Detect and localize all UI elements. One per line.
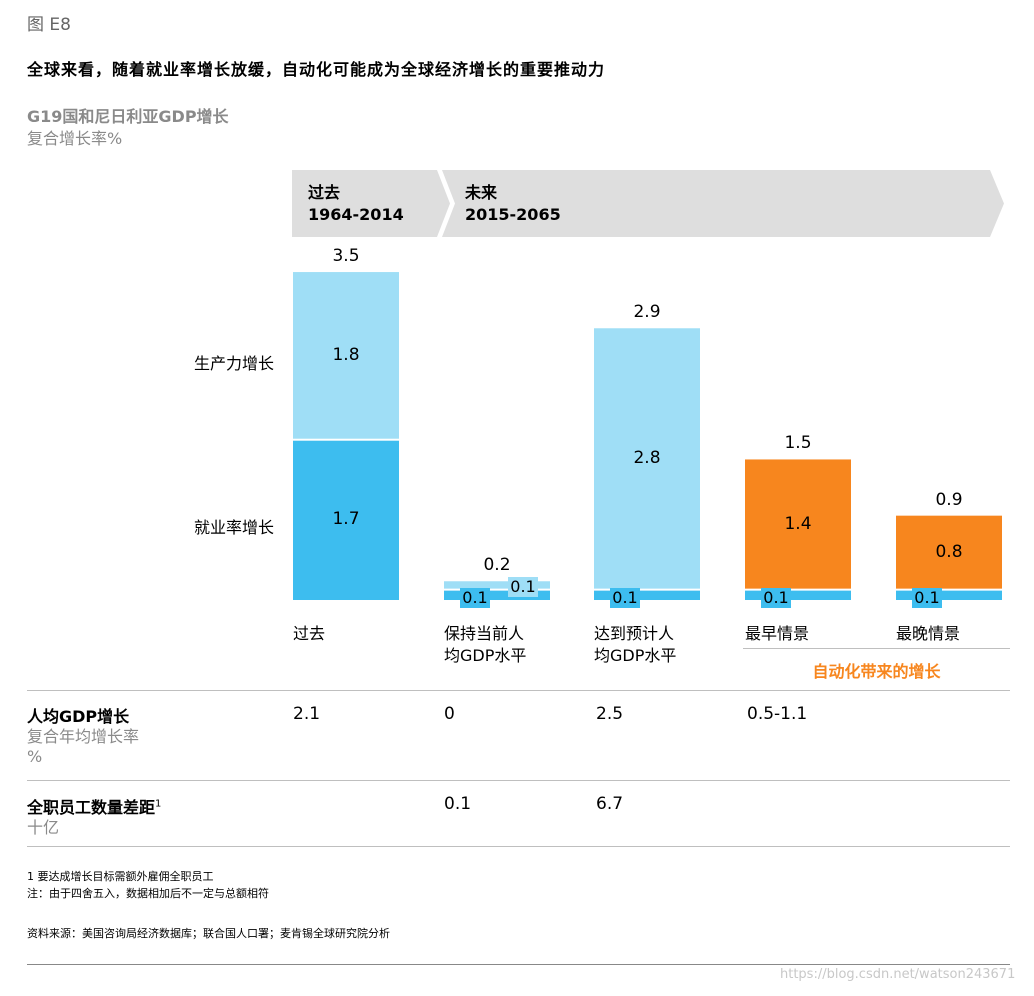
row1-value: 2.1 xyxy=(293,704,321,724)
future-band xyxy=(442,170,1004,237)
row2-title: 全职员工数量差距 xyxy=(27,798,156,817)
category-label-line: 均GDP水平 xyxy=(594,646,677,665)
row2-value: 0.1 xyxy=(444,794,472,814)
row1-title: 人均GDP增长 xyxy=(27,707,130,726)
row2-sub1: 十亿 xyxy=(27,818,60,837)
bar-segment-label: 0.1 xyxy=(610,588,640,608)
category-label-line: 均GDP水平 xyxy=(444,646,527,665)
category-label-line: 保持当前人 xyxy=(444,624,525,643)
bar-segment-employment xyxy=(444,590,550,600)
category-label: 最早情景 xyxy=(745,623,809,645)
bar-segment-label: 2.8 xyxy=(633,448,661,469)
table-line-mid xyxy=(27,780,1010,781)
bar-segment-label: 0.1 xyxy=(508,577,538,598)
bar-segment-productivity xyxy=(745,459,851,589)
category-label-line: 最晚情景 xyxy=(896,624,961,643)
past-period-name: 过去 xyxy=(308,183,341,202)
future-period-name: 未来 xyxy=(465,183,498,202)
row1-value: 2.5 xyxy=(596,704,624,724)
bar-total-label: 0.2 xyxy=(483,555,511,576)
bar-total-label: 3.5 xyxy=(332,246,360,267)
headline: 全球来看，随着就业率增长放缓，自动化可能成为全球经济增长的重要推动力 xyxy=(27,60,606,79)
category-label: 达到预计人均GDP水平 xyxy=(594,623,676,667)
productivity-label: 生产力增长 xyxy=(193,354,274,373)
bar-segment-label: 0.1 xyxy=(761,588,791,608)
row2-title-wrap: 全职员工数量差距1 xyxy=(27,794,161,818)
past-band xyxy=(292,170,450,237)
bar-segment-productivity xyxy=(444,581,550,589)
rounding-note: 注：由于四舍五入，数据相加后不一定与总额相符 xyxy=(27,887,269,900)
bar-segment-label: 1.8 xyxy=(332,345,360,366)
source-note: 资料来源：美国咨询局经济数据库；联合国人口署；麦肯锡全球研究院分析 xyxy=(27,927,390,940)
footer-line xyxy=(27,964,1010,965)
row2-footnote-mark: 1 xyxy=(155,798,162,810)
row1-value: 0.5-1.1 xyxy=(747,704,808,724)
employment-label: 就业率增长 xyxy=(193,518,274,537)
footnote: 1 要达成增长目标需额外雇佣全职员工 xyxy=(27,870,214,883)
period-band xyxy=(292,170,1004,237)
row1-header: 人均GDP增长 复合年均增长率 % xyxy=(27,703,139,767)
bar-segment-productivity xyxy=(896,515,1002,589)
category-label: 最晚情景 xyxy=(896,623,960,645)
bar-segment-label: 0.8 xyxy=(935,542,963,563)
bar-segment-employment xyxy=(594,590,700,600)
category-label-line: 达到预计人 xyxy=(594,624,675,643)
watermark: https://blog.csdn.net/watson243671 xyxy=(780,967,1016,982)
automation-group-line xyxy=(743,648,1010,649)
row1-value: 0 xyxy=(444,704,455,724)
figure-number: 图 E8 xyxy=(27,15,71,35)
chart-subtitle: G19国和尼日利亚GDP增长 xyxy=(27,107,229,126)
bar-segment-employment xyxy=(293,440,399,600)
past-period-label: 过去 1964-2014 xyxy=(308,182,404,226)
bar-segment-label: 0.1 xyxy=(912,588,942,608)
row2-header: 全职员工数量差距1 十亿 xyxy=(27,794,161,838)
category-label-line: 过去 xyxy=(293,624,326,643)
bar-total-label: 0.9 xyxy=(935,489,963,510)
automation-group-label: 自动化带来的增长 xyxy=(812,662,941,681)
bar-segment-productivity xyxy=(293,272,399,439)
bars-layer xyxy=(293,272,1002,600)
bar-segment-employment xyxy=(745,590,851,600)
row1-sub1: 复合年均增长率 xyxy=(27,727,140,746)
chart-unit: 复合增长率% xyxy=(27,129,123,148)
table-line-bottom xyxy=(27,846,1010,847)
bar-segment-productivity xyxy=(594,328,700,589)
table-line-top xyxy=(27,690,1010,691)
bar-total-label: 1.5 xyxy=(784,433,812,454)
bar-segment-label: 1.4 xyxy=(784,514,812,535)
row1-sub2: % xyxy=(27,747,43,766)
bar-segment-employment xyxy=(896,590,1002,600)
category-label: 过去 xyxy=(293,623,325,645)
bar-segment-label: 1.7 xyxy=(332,509,360,530)
bar-total-label: 2.9 xyxy=(633,302,661,323)
category-label: 保持当前人均GDP水平 xyxy=(444,623,526,667)
category-label-line: 最早情景 xyxy=(745,624,810,643)
past-period-years: 1964-2014 xyxy=(308,205,404,224)
future-period-label: 未来 2015-2065 xyxy=(465,182,561,226)
bar-segment-label: 0.1 xyxy=(460,588,490,608)
row2-value: 6.7 xyxy=(596,794,624,814)
future-period-years: 2015-2065 xyxy=(465,205,561,224)
